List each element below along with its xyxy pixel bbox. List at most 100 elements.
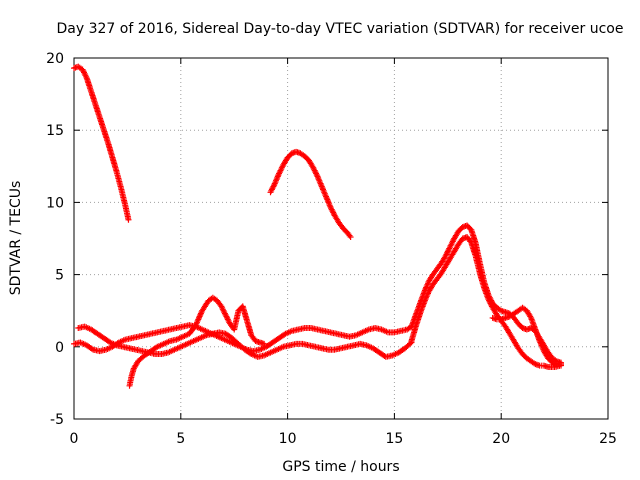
- data-trace: [123, 335, 134, 343]
- y-tick-label: -5: [50, 412, 64, 428]
- data-trace: [181, 331, 191, 339]
- data-trace: [371, 346, 382, 355]
- x-tick-label: 20: [492, 431, 510, 447]
- data-trace: [314, 344, 324, 351]
- data-trace: [117, 337, 127, 345]
- data-trace: [302, 154, 311, 163]
- data-trace: [97, 115, 107, 132]
- data-trace: [134, 347, 144, 354]
- data-trace: [108, 340, 119, 348]
- data-trace: [361, 327, 371, 335]
- data-trace: [185, 338, 195, 347]
- data-trace: [270, 336, 281, 345]
- data-trace: [307, 342, 317, 350]
- data-trace: [269, 347, 279, 355]
- data-trace: [405, 324, 414, 332]
- data-trace: [95, 331, 106, 341]
- data-trace: [84, 76, 94, 93]
- data-trace: [249, 351, 260, 360]
- data-trace: [115, 342, 125, 350]
- tick-labels: 0 5 10 15 20 25 -5 0 5 10 15 20: [46, 51, 617, 447]
- data-trace: [160, 349, 170, 357]
- data-trace: [447, 249, 457, 261]
- data-trace: [555, 358, 563, 366]
- data-trace: [258, 344, 268, 352]
- data-trace: [102, 336, 112, 345]
- data-trace: [109, 156, 120, 174]
- data-trace: [181, 322, 191, 330]
- data-trace: [341, 226, 350, 235]
- data-trace: [512, 316, 521, 326]
- data-trace: [516, 321, 525, 330]
- data-trace: [192, 335, 202, 344]
- data-trace: [452, 242, 461, 254]
- data-trace: [499, 315, 507, 322]
- data-trace: [447, 236, 457, 249]
- data-trace: [85, 343, 95, 352]
- data-trace: [285, 151, 294, 160]
- data-trace: [88, 89, 98, 106]
- data-trace: [198, 333, 208, 341]
- data-trace: [89, 327, 100, 336]
- data-trace: [546, 356, 555, 365]
- data-trace: [236, 342, 247, 352]
- data-trace: [328, 329, 339, 337]
- data-trace: [503, 309, 512, 317]
- data-trace: [452, 229, 461, 241]
- data-trace: [200, 327, 210, 335]
- data-trace: [219, 304, 228, 317]
- data-trace: [516, 305, 525, 313]
- data-trace: [490, 306, 500, 317]
- data-trace: [276, 163, 286, 176]
- data-trace: [397, 346, 407, 355]
- data-trace: [179, 341, 189, 350]
- data-trace: [173, 344, 183, 352]
- chart-title: Day 327 of 2016, Sidereal Day-to-day VTE…: [57, 21, 624, 37]
- data-trace: [98, 347, 108, 354]
- data-trace: [264, 340, 275, 349]
- data-trace: [529, 359, 537, 367]
- x-tick-label: 15: [385, 431, 403, 447]
- data-trace: [194, 324, 204, 332]
- data-trace: [136, 353, 147, 364]
- data-trace: [461, 223, 469, 230]
- series-arc-2: [267, 148, 354, 241]
- data-trace: [301, 341, 311, 348]
- data-trace: [345, 231, 353, 239]
- data-trace: [207, 295, 215, 303]
- data-trace: [516, 346, 525, 356]
- data-trace: [521, 325, 529, 332]
- data-trace: [346, 342, 356, 350]
- data-trace: [298, 151, 307, 159]
- data-trace: [524, 309, 534, 320]
- data-trace: [249, 333, 258, 343]
- data-trace: [296, 325, 307, 333]
- data-trace: [168, 325, 178, 333]
- data-trace: [230, 336, 241, 346]
- data-trace: [211, 295, 219, 303]
- y-tick-label: 20: [46, 51, 64, 67]
- data-trace: [316, 326, 326, 334]
- series-arc-1: [71, 63, 132, 223]
- data-trace: [175, 323, 185, 331]
- data-trace: [512, 308, 520, 316]
- data-trace: [143, 331, 153, 338]
- data-trace: [435, 261, 444, 271]
- data-trace: [288, 341, 298, 348]
- data-trace: [215, 299, 224, 308]
- data-trace: [520, 352, 529, 361]
- data-trace: [403, 340, 414, 351]
- data-trace: [284, 328, 294, 337]
- data-trace: [294, 340, 304, 347]
- x-tick-label: 25: [599, 431, 617, 447]
- data-trace: [333, 345, 343, 353]
- data-point: [261, 340, 268, 347]
- data-trace: [430, 277, 440, 287]
- data-trace: [503, 314, 512, 321]
- data-trace: [550, 360, 559, 367]
- data-trace: [92, 102, 103, 119]
- data-trace: [83, 324, 93, 332]
- data-trace: [507, 332, 517, 343]
- data-trace: [211, 329, 221, 337]
